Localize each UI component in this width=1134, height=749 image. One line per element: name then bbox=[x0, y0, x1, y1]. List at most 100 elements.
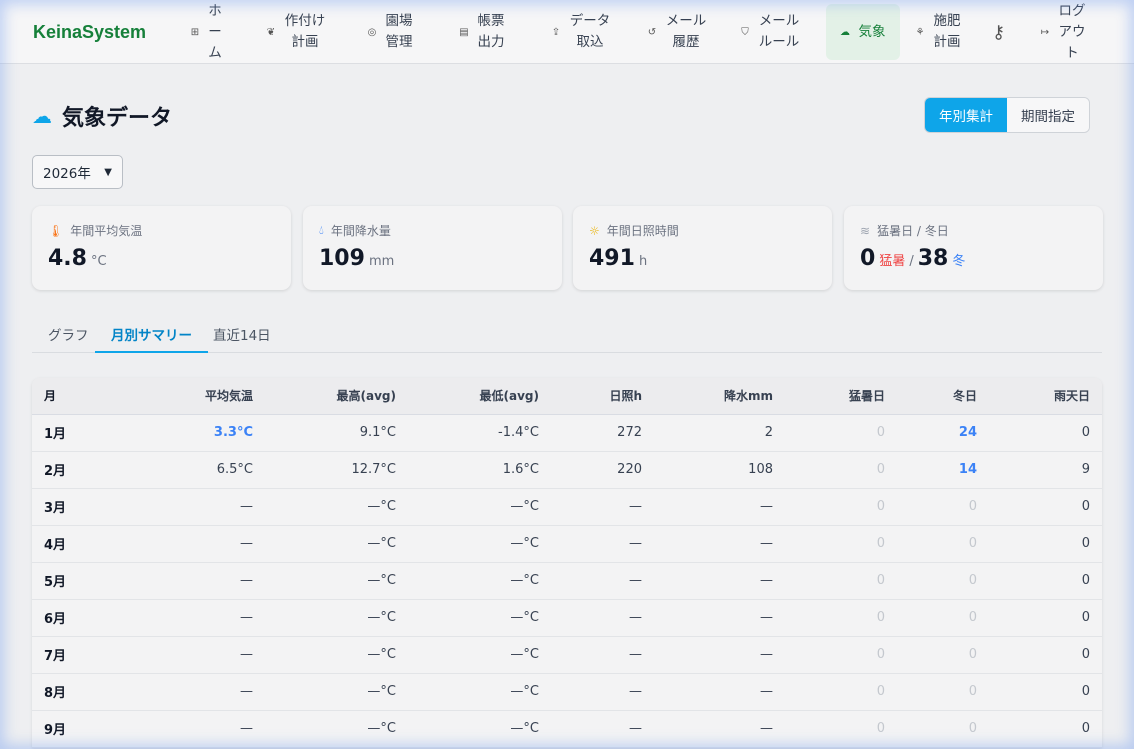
table-cell: 0 bbox=[885, 636, 977, 674]
table-cell: — bbox=[539, 525, 642, 563]
nav-item-8[interactable]: ⚘ 施肥計画 bbox=[915, 0, 961, 64]
table-row: 8月 — —°C —°C — —0 0 0 bbox=[32, 673, 1102, 711]
table-cell: 24 bbox=[885, 414, 977, 452]
nav-item-label: 施肥計画 bbox=[933, 13, 961, 50]
table-cell: —°C bbox=[253, 636, 396, 674]
table-cell: 0 bbox=[773, 414, 885, 452]
tab-graph[interactable]: グラフ bbox=[48, 328, 89, 344]
column-header[interactable]: 猛暑日 bbox=[773, 378, 885, 415]
nav-item-2[interactable]: ◎ 園場管理 bbox=[367, 0, 413, 64]
nav-item-label: 作付け計画 bbox=[284, 13, 326, 50]
table-cell: 0 bbox=[977, 599, 1102, 637]
column-header[interactable]: 降水mm bbox=[642, 378, 773, 415]
table-cell: — bbox=[642, 525, 773, 563]
tab-monthly-summary[interactable]: 月別サマリー bbox=[95, 318, 208, 353]
table-cell: 3.3°C bbox=[142, 414, 253, 452]
table-cell: 0 bbox=[977, 710, 1102, 748]
table-cell: —°C bbox=[396, 710, 539, 748]
table-cell: 6月 bbox=[32, 599, 142, 637]
table-cell: 0 bbox=[773, 636, 885, 674]
table-cell: 3月 bbox=[32, 488, 142, 526]
table-cell: —°C bbox=[253, 562, 396, 600]
wind-icon: ≋ bbox=[860, 223, 871, 238]
column-header[interactable]: 最高(avg) bbox=[253, 378, 396, 415]
view-tabs: グラフ 月別サマリー 直近14日 bbox=[32, 318, 1102, 353]
mode-toggle: 年別集計 期間指定 bbox=[924, 97, 1090, 133]
nav-item-4[interactable]: ⇪ データ取込 bbox=[551, 0, 611, 64]
nav-item-label: ホーム bbox=[208, 2, 222, 61]
table-cell: 0 bbox=[885, 525, 977, 563]
nav-item-label: データ取込 bbox=[569, 13, 611, 50]
table-cell: 0 bbox=[977, 525, 1102, 563]
table-cell: —°C bbox=[396, 599, 539, 637]
column-header[interactable]: 雨天日 bbox=[977, 378, 1102, 415]
tab-recent-14-days[interactable]: 直近14日 bbox=[213, 328, 271, 344]
table-cell: 9 bbox=[977, 451, 1102, 489]
key-icon: ⚷ bbox=[992, 21, 1006, 43]
nav-item-label: ログアウト bbox=[1058, 2, 1086, 61]
table-cell: 272 bbox=[539, 414, 642, 452]
history-icon: ↺ bbox=[647, 26, 657, 38]
nav-item-3[interactable]: ▤ 帳票出力 bbox=[459, 0, 505, 64]
thermometer-icon: 🌡︎ bbox=[48, 223, 64, 238]
table-cell: 9月 bbox=[32, 710, 142, 748]
table-cell: — bbox=[142, 673, 253, 711]
table-cell: 2 bbox=[642, 414, 773, 452]
column-header[interactable]: 日照h bbox=[539, 378, 642, 415]
column-header[interactable]: 平均気温 bbox=[142, 378, 253, 415]
table-cell: 0 bbox=[773, 488, 885, 526]
table-cell: — bbox=[539, 636, 642, 674]
table-cell: —°C bbox=[253, 488, 396, 526]
table-cell: 0 bbox=[885, 710, 977, 748]
precipitation-card: 💧︎ 年間降水量 109 mm bbox=[303, 206, 562, 290]
table-cell: — bbox=[642, 710, 773, 748]
table-cell: 5月 bbox=[32, 562, 142, 600]
table-cell: 12.7°C bbox=[253, 451, 396, 489]
nav-item-1[interactable]: ❦ 作付け計画 bbox=[266, 0, 326, 64]
nav-item-5[interactable]: ↺ メール履歴 bbox=[647, 0, 707, 64]
nav-item-6[interactable]: ⛉ メールルール bbox=[740, 0, 800, 64]
column-header[interactable]: 最低(avg) bbox=[396, 378, 539, 415]
table-cell: —°C bbox=[396, 525, 539, 563]
logout-icon: ↦ bbox=[1040, 26, 1050, 38]
column-header[interactable]: 冬日 bbox=[885, 378, 977, 415]
nav-item-10[interactable]: ↦ ログアウト bbox=[1040, 0, 1086, 64]
table-cell: —°C bbox=[253, 599, 396, 637]
table-cell: 14 bbox=[885, 451, 977, 489]
table-cell: 220 bbox=[539, 451, 642, 489]
table-cell: 0 bbox=[885, 673, 977, 711]
nav-item-0[interactable]: ⊞ ホーム bbox=[190, 0, 222, 64]
table-cell: — bbox=[142, 525, 253, 563]
droplets-icon: 💧︎ bbox=[319, 223, 324, 237]
table-row: 7月 — —°C —°C — —0 0 0 bbox=[32, 636, 1102, 674]
table-cell: — bbox=[142, 636, 253, 674]
sun-icon: ☼ bbox=[589, 223, 600, 238]
table-cell: — bbox=[642, 599, 773, 637]
table-cell: 8月 bbox=[32, 673, 142, 711]
period-mode-button[interactable]: 期間指定 bbox=[1007, 98, 1089, 132]
nav-item-9[interactable]: ⚷ bbox=[992, 0, 1006, 64]
table-cell: —°C bbox=[253, 673, 396, 711]
table-cell: —°C bbox=[396, 673, 539, 711]
table-cell: 0 bbox=[773, 451, 885, 489]
table-cell: 0 bbox=[977, 636, 1102, 674]
table-cell: 0 bbox=[885, 562, 977, 600]
cloud-icon: ☁ bbox=[32, 104, 52, 128]
nav-item-label: メール履歴 bbox=[665, 13, 707, 50]
table-cell: 7月 bbox=[32, 636, 142, 674]
logo[interactable]: KeinaSystem bbox=[33, 22, 147, 42]
avg-temp-card: 🌡︎ 年間平均気温 4.8 °C bbox=[32, 206, 291, 290]
table-cell: — bbox=[642, 562, 773, 600]
table-cell: — bbox=[142, 562, 253, 600]
table-cell: — bbox=[539, 562, 642, 600]
table-row: 3月 — —°C —°C — —0 0 0 bbox=[32, 488, 1102, 526]
yearly-mode-button[interactable]: 年別集計 bbox=[925, 98, 1007, 132]
year-select[interactable]: 2026年 ▼ bbox=[32, 155, 123, 189]
nav-item-7[interactable]: ☁ 気象 bbox=[826, 4, 900, 60]
cloud-icon: ☁ bbox=[840, 26, 850, 38]
table-cell: — bbox=[539, 599, 642, 637]
column-header[interactable]: 月 bbox=[32, 378, 142, 415]
upload-icon: ⇪ bbox=[551, 26, 561, 38]
table-cell: 0 bbox=[977, 673, 1102, 711]
table-cell: 0 bbox=[773, 562, 885, 600]
